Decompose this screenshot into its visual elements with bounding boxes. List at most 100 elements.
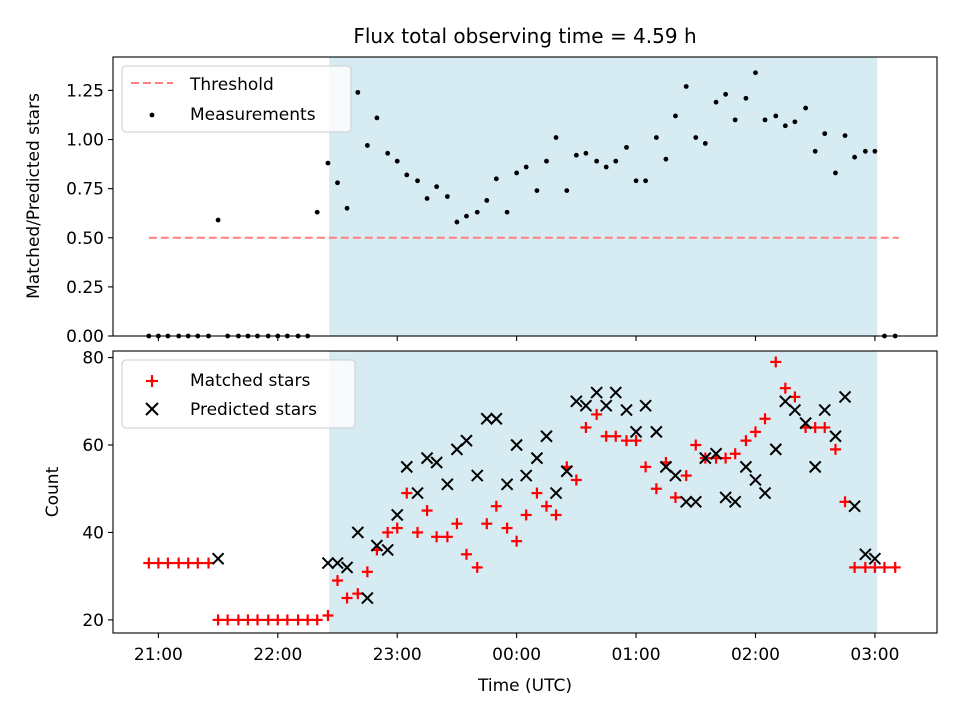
predicted-star-point	[549, 486, 563, 500]
matched-star-point	[600, 430, 612, 442]
top-shaded-region	[329, 57, 878, 336]
measurement-point	[325, 160, 331, 166]
predicted-star-point	[609, 386, 622, 399]
matched-star-point	[809, 422, 821, 434]
predicted-star-point	[639, 399, 652, 412]
bottom-xtick-label: 21:00	[134, 645, 183, 665]
matched-star-point	[621, 435, 633, 447]
matched-star-point	[232, 614, 244, 626]
matched-star-point	[680, 470, 692, 482]
measurement-point	[474, 209, 480, 215]
matched-star-point	[431, 531, 443, 543]
bottom-y-axis-label: Count	[43, 466, 63, 517]
matched-star-point	[173, 557, 185, 569]
measurement-point	[404, 172, 410, 178]
predicted-star-point	[490, 412, 503, 425]
matched-star-point	[242, 614, 254, 626]
predicted-star-point	[361, 591, 374, 605]
predicted-star-point	[758, 486, 772, 500]
top-ytick-label: 0.00	[66, 327, 104, 347]
matched-star-point	[162, 557, 174, 569]
matched-star-point	[749, 426, 761, 438]
bottom-legend: Matched stars Predicted stars	[121, 359, 356, 429]
top-ytick-label: 0.75	[66, 180, 104, 200]
matched-star-point	[819, 422, 831, 434]
bottom-ytick-label: 20	[82, 611, 104, 631]
predicted-star-point	[460, 434, 473, 447]
matched-star-point	[212, 614, 224, 626]
measurement-point	[624, 144, 629, 150]
predicted-star-point	[211, 552, 225, 565]
matched-star-point	[251, 614, 263, 626]
measurement-point	[454, 219, 460, 225]
predicted-star-point	[400, 460, 413, 474]
measurement-point	[314, 209, 320, 215]
measurement-point	[594, 158, 600, 164]
matched-star-point	[511, 535, 523, 547]
matched-star-point	[531, 487, 543, 499]
predicted-star-point	[331, 556, 344, 570]
predicted-star-point	[570, 395, 583, 408]
matched-star-point	[182, 557, 194, 569]
measurement-point	[872, 148, 878, 154]
measurement-point	[842, 133, 848, 138]
measurement-point	[544, 158, 549, 164]
matched-star-point	[441, 531, 453, 543]
measurement-point	[514, 170, 520, 176]
predicted-star-point	[799, 416, 812, 430]
predicted-star-point	[719, 491, 732, 504]
bottom-xtick-label: 03:00	[850, 645, 899, 665]
measurement-point	[493, 176, 499, 182]
measurement-point	[643, 178, 649, 184]
bottom-shaded-region	[329, 351, 878, 633]
measurement-point	[693, 135, 699, 140]
matched-star-point	[481, 518, 493, 530]
top-plot-frame	[112, 56, 938, 337]
matched-star-point	[789, 391, 801, 403]
predicted-star-point	[769, 443, 782, 456]
top-ytick-label: 0.25	[66, 278, 104, 298]
measurement-point	[374, 115, 380, 121]
legend-matched-swatch	[146, 375, 158, 387]
measurement-point	[762, 117, 768, 123]
legend-predicted-label: Predicted stars	[190, 400, 317, 420]
top-ytick-label: 0.50	[66, 229, 104, 249]
measurement-point	[364, 143, 370, 148]
matched-star-point	[152, 557, 164, 569]
measurement-point	[583, 150, 589, 156]
predicted-star-point	[599, 399, 613, 412]
predicted-star-point	[680, 495, 693, 509]
matched-star-point	[520, 509, 532, 521]
predicted-star-point	[590, 386, 603, 399]
matched-star-point	[570, 474, 582, 486]
measurement-point	[484, 198, 490, 203]
predicted-star-point	[351, 526, 365, 539]
legend-matched-label: Matched stars	[190, 371, 310, 391]
measurement-point	[862, 148, 868, 154]
predicted-star-point	[709, 447, 723, 460]
bottom-ytick-label: 80	[82, 349, 104, 369]
predicted-star-point	[411, 486, 424, 500]
predicted-star-point	[391, 508, 404, 522]
measurement-point	[434, 184, 440, 190]
predicted-star-point	[340, 561, 354, 574]
matched-star-point	[332, 575, 344, 587]
predicted-star-point	[560, 465, 574, 478]
matched-star-point	[630, 435, 642, 447]
measurement-point	[812, 148, 818, 154]
measurement-point	[723, 91, 729, 97]
matched-star-point	[690, 439, 702, 451]
measurement-point	[355, 89, 361, 95]
matched-star-point	[272, 614, 284, 626]
matched-star-point	[421, 505, 433, 517]
matched-star-point	[759, 413, 771, 425]
predicted-star-point	[370, 539, 384, 552]
predicted-star-point	[519, 469, 533, 482]
measurement-point	[822, 131, 828, 137]
measurement-point	[852, 154, 857, 160]
matched-star-point	[829, 443, 841, 455]
matched-star-point	[192, 557, 204, 569]
predicted-star-point	[728, 495, 742, 509]
top-legend-box	[121, 65, 352, 133]
